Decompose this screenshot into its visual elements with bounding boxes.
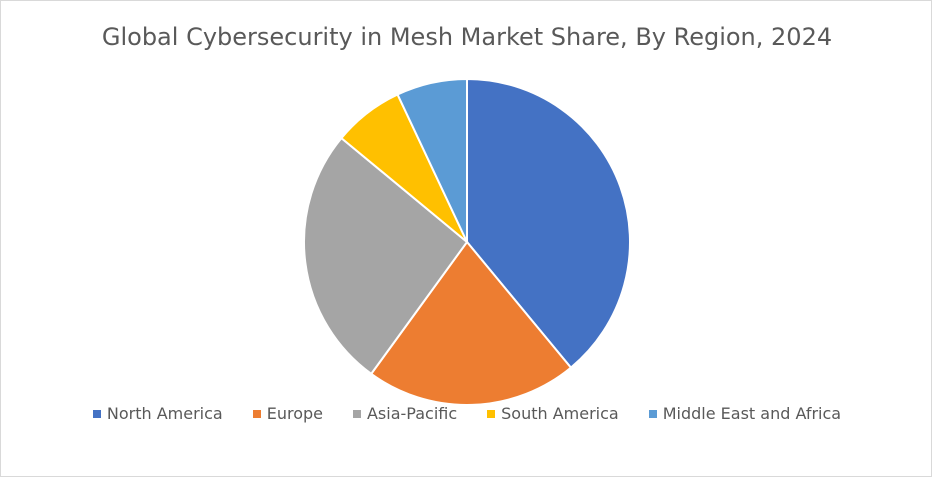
chart-legend: North America Europe Asia-Pacific South Ame… — [1, 404, 932, 423]
pie-slice-europe — [369, 240, 573, 406]
legend-item-europe: Europe — [252, 404, 323, 423]
legend-swatch-europe — [252, 409, 261, 418]
legend-swatch-middle-east-and-africa — [648, 409, 657, 418]
chart-title: Global Cybersecurity in Mesh Market Shar… — [101, 23, 833, 51]
legend-label-asia-pacific: Asia-Pacific — [366, 404, 458, 423]
legend-label-south-america: South America — [501, 404, 619, 423]
legend-item-south-america: South America — [487, 404, 619, 423]
pie-slice-north-america — [466, 77, 631, 370]
legend-swatch-north-america — [92, 409, 101, 418]
legend-item-asia-pacific: Asia-Pacific — [352, 404, 458, 423]
pie-slice-asia-pacific — [303, 136, 469, 376]
legend-label-middle-east-and-africa: Middle East and Africa — [662, 404, 842, 423]
pie-slice-middle-east-and-africa — [396, 77, 468, 243]
legend-item-north-america: North America — [92, 404, 223, 423]
legend-swatch-asia-pacific — [352, 409, 361, 418]
legend-label-europe: Europe — [266, 404, 323, 423]
legend-item-middle-east-and-africa: Middle East and Africa — [648, 404, 842, 423]
legend-label-north-america: North America — [106, 404, 223, 423]
legend-swatch-south-america — [487, 409, 496, 418]
